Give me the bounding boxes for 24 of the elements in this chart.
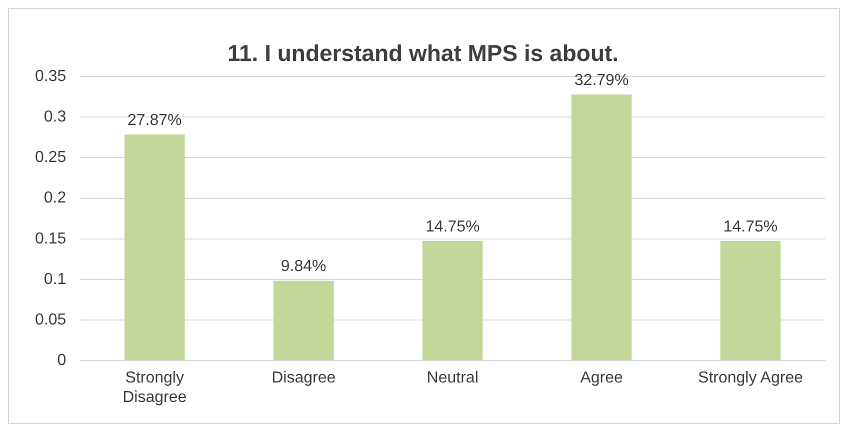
x-tick-label: Neutral: [426, 370, 478, 387]
x-tick-label: Strongly Disagree: [122, 370, 187, 406]
y-tick-label: 0.1: [44, 270, 66, 288]
y-tick-label: 0.35: [35, 68, 66, 86]
x-tick-label: Strongly Agree: [698, 370, 804, 387]
x-tick-label: Agree: [580, 370, 623, 387]
bar: [124, 134, 185, 360]
chart-title: 11. I understand what MPS is about.: [227, 40, 619, 66]
data-label: 14.75%: [723, 218, 778, 236]
data-label: 9.84%: [280, 258, 326, 276]
data-label: 27.87%: [127, 112, 182, 129]
bar: [273, 280, 334, 360]
data-label: 32.79%: [574, 72, 629, 89]
bar: [422, 240, 483, 360]
y-tick-label: 0.3: [44, 108, 66, 126]
y-tick-label: 0.2: [44, 190, 66, 207]
bar: [720, 240, 781, 360]
y-tick-label: 0: [57, 352, 66, 370]
data-label: 14.75%: [425, 218, 480, 236]
x-tick-label: Disagree: [272, 370, 336, 387]
y-tick-label: 0.25: [35, 149, 66, 166]
y-tick-label: 0.15: [35, 230, 66, 248]
bar: [571, 94, 632, 360]
y-tick-label: 0.05: [35, 311, 66, 328]
